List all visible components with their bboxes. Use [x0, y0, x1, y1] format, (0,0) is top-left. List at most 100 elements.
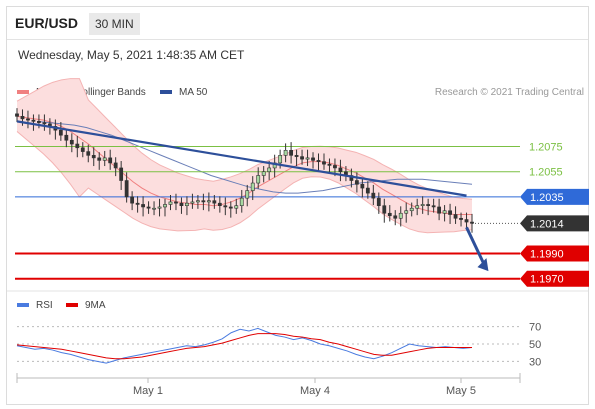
projection-arrow-line — [465, 226, 486, 266]
candle-body — [294, 155, 299, 157]
rsi-tick-30: 30 — [529, 356, 541, 368]
candle-body — [448, 210, 452, 215]
ma50-legend-swatch — [160, 90, 172, 94]
candle-body — [108, 157, 113, 164]
x-axis-ticks: May 1 May 4 May 5 — [16, 373, 521, 397]
candle-body — [141, 204, 145, 208]
candle-body — [234, 205, 239, 209]
level-label-1.2035: 1.2035 — [530, 192, 564, 204]
candle-body — [322, 161, 326, 165]
candle-body — [15, 113, 19, 117]
candle-body — [365, 187, 370, 194]
rsi-tick-50: 50 — [529, 339, 541, 351]
level-label-1.1990: 1.1990 — [530, 249, 564, 261]
candle-body — [196, 200, 200, 203]
candle-body — [64, 134, 69, 141]
bollinger-lower-line — [16, 131, 473, 234]
candle-body — [119, 167, 124, 181]
ma9-legend-label: 9MA — [85, 300, 106, 311]
x-tick-label: May 1 — [133, 385, 163, 397]
candle-body — [75, 143, 80, 149]
level-label-1.2014: 1.2014 — [530, 218, 564, 230]
candle-body — [37, 121, 41, 123]
candle-body — [261, 171, 266, 176]
candle-body — [333, 165, 337, 169]
bollinger-legend-label: MA 20 + Bollinger Bands — [36, 87, 146, 98]
candle-body — [437, 206, 442, 214]
candle-body — [393, 215, 398, 219]
projection-arrow-head — [477, 258, 489, 272]
candle-body — [42, 122, 47, 125]
level-label-1.1970: 1.1970 — [530, 274, 564, 286]
candle-body — [135, 202, 140, 205]
candle-body — [453, 214, 458, 219]
candle-body — [168, 201, 173, 205]
candle-body — [459, 217, 463, 220]
timeframe-badge[interactable]: 30 MIN — [89, 13, 140, 35]
candle-body — [31, 119, 36, 122]
candle-body — [267, 167, 272, 173]
candle-body — [130, 196, 135, 204]
candle-body — [26, 118, 30, 121]
price-plot: 1.2075 1.2055 1.2035 1.2014 1.1990 1.1970 — [15, 78, 589, 287]
candle-body — [470, 221, 474, 224]
candle-body — [360, 184, 365, 189]
candle-body — [376, 197, 381, 206]
candle-body — [174, 201, 178, 204]
pair-title: EUR/USD — [15, 15, 79, 31]
candle-body — [311, 157, 315, 161]
candle-body — [404, 210, 409, 214]
candle-body — [190, 201, 195, 204]
candle-body — [146, 206, 151, 209]
candle-body — [217, 202, 222, 206]
candle-body — [316, 160, 321, 162]
candle-body — [223, 205, 228, 208]
candle-body — [163, 204, 167, 208]
rsi-series-RSI — [16, 327, 473, 364]
level-label-1.2075: 1.2075 — [529, 142, 563, 154]
candle-body — [201, 200, 206, 203]
candle-body — [420, 204, 425, 206]
candle-body — [338, 167, 343, 173]
bollinger-band — [17, 78, 472, 233]
bollinger-legend-swatch — [17, 90, 29, 94]
candle-body — [113, 162, 118, 169]
x-tick-label: May 5 — [446, 385, 476, 397]
candle-body — [300, 156, 304, 160]
candle-body — [58, 129, 63, 136]
candle-body — [185, 202, 189, 206]
candle-body — [354, 180, 359, 185]
candle-body — [245, 190, 250, 199]
candle-body — [278, 155, 283, 164]
candle-body — [409, 207, 414, 212]
level-badge-1.2035 — [520, 188, 589, 205]
ma50-legend-label: MA 50 — [179, 87, 208, 98]
rsi-legend-swatch — [17, 303, 29, 307]
candle-body — [20, 116, 25, 120]
candle-body — [179, 202, 184, 206]
candle-body — [289, 150, 293, 156]
candle-body — [283, 150, 288, 156]
candle-body — [327, 163, 332, 166]
candle-body — [305, 157, 310, 160]
candle-body — [69, 139, 74, 145]
rsi-legend-label: RSI — [36, 300, 53, 311]
candle-body — [97, 157, 102, 161]
candle-body — [371, 192, 376, 199]
candle-body — [212, 200, 217, 204]
candle-body — [124, 180, 129, 198]
credit-label: Research © 2021 Trading Central — [435, 87, 584, 98]
candle-body — [464, 219, 469, 223]
candle-body — [206, 200, 211, 203]
candle-body — [250, 182, 255, 191]
x-tick-label: May 4 — [300, 385, 330, 397]
rsi-series-9MA — [16, 333, 472, 360]
candle-body — [382, 205, 387, 214]
candle-body — [415, 205, 420, 209]
datetime-label: Wednesday, May 5, 2021 1:48:35 AM CET — [18, 48, 245, 62]
candle-body — [228, 206, 233, 209]
level-badge-1.1990 — [520, 245, 589, 262]
candle-body — [91, 155, 96, 159]
candle-body — [431, 205, 436, 208]
